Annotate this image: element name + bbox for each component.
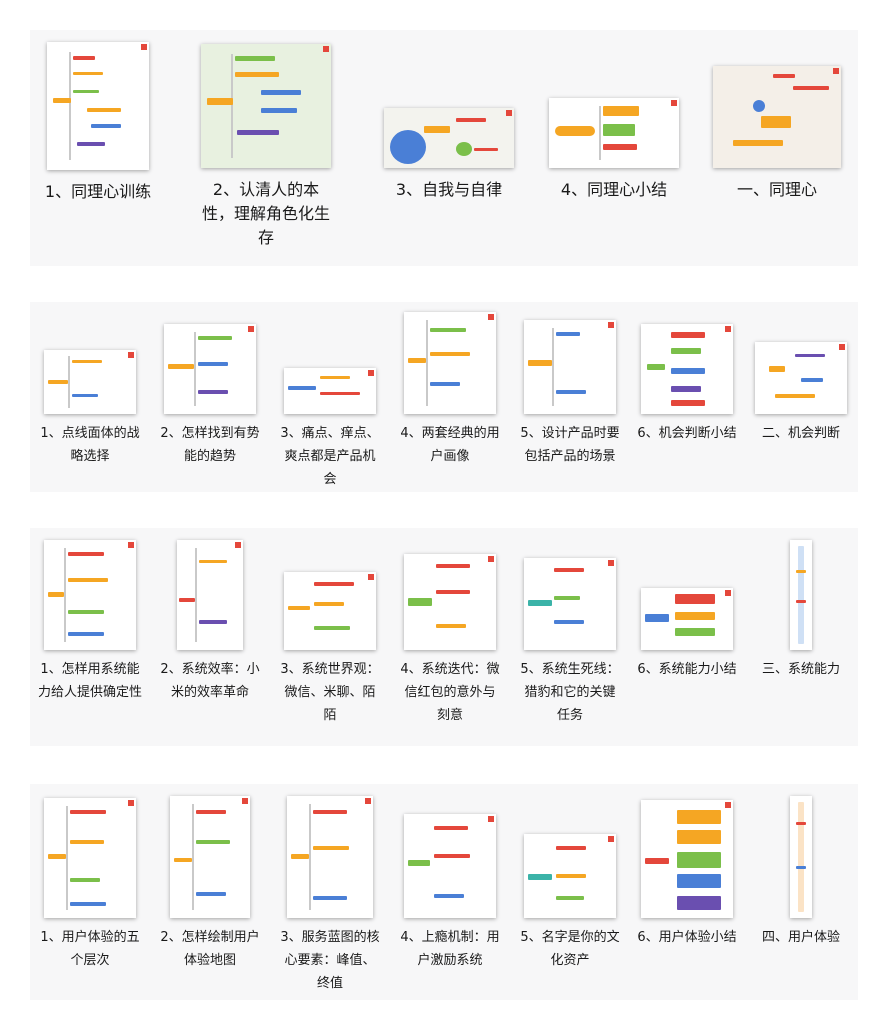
mindmap-thumbnail[interactable] [44,540,136,650]
file-label: 二、机会判断 [761,426,840,441]
mindmap-thumbnail[interactable] [790,796,812,918]
file-label: 三、系统能力 [761,662,840,677]
mindmap-thumbnail[interactable] [641,588,733,650]
file-label: 1、怎样用系统能力给人提供确定性 [38,662,143,700]
file-label: 2、怎样绘制用户体验地图 [160,930,260,968]
file-label: 1、用户体验的五个层次 [40,930,140,968]
file-item[interactable]: 2、认清人的本性，理解角色化生存 [166,44,366,250]
mindmap-thumbnail[interactable] [287,796,373,918]
file-item[interactable]: 5、名字是你的文化资产 [510,834,630,972]
file-item[interactable]: 二、机会判断 [744,342,858,445]
file-label: 4、两套经典的用户画像 [400,426,500,464]
mindmap-thumbnail[interactable] [44,798,136,918]
file-label: 6、系统能力小结 [637,662,737,677]
mindmap-thumbnail[interactable] [201,44,331,168]
mindmap-thumbnail[interactable] [177,540,243,650]
mindmap-thumbnail[interactable] [524,558,616,650]
mindmap-thumbnail[interactable] [404,814,496,918]
file-item[interactable]: 6、机会判断小结 [630,324,744,445]
file-label: 4、同理心小结 [560,180,668,199]
file-label: 1、同理心训练 [44,182,152,201]
file-label: 4、系统迭代：微信红包的意外与刻意 [400,662,500,723]
file-item[interactable]: 5、系统生死线：猎豹和它的关键任务 [510,558,630,727]
file-label: 3、自我与自律 [395,180,503,199]
file-item[interactable]: 6、用户体验小结 [630,800,744,949]
file-item[interactable]: 4、两套经典的用户画像 [390,312,510,468]
file-item[interactable]: 1、怎样用系统能力给人提供确定性 [30,540,150,704]
file-label: 3、服务蓝图的核心要素：峰值、终值 [280,930,380,991]
file-label: 四、用户体验 [761,930,840,945]
file-item[interactable]: 1、点线面体的战略选择 [30,350,150,468]
file-label: 6、用户体验小结 [637,930,737,945]
section-ux: 1、用户体验的五个层次 2、怎样绘制用户体验地图 3、服务蓝图的核心要素：峰值、… [30,784,858,1000]
file-item[interactable]: 4、上瘾机制：用户激励系统 [390,814,510,972]
file-item[interactable]: 三、系统能力 [744,540,858,681]
section-system: 1、怎样用系统能力给人提供确定性 2、系统效率：小米的效率革命 3、系统世界观：… [30,528,858,746]
file-label: 一、同理心 [736,180,817,199]
file-label: 3、系统世界观：微信、米聊、陌陌 [280,662,380,723]
file-item[interactable]: 4、系统迭代：微信红包的意外与刻意 [390,554,510,727]
file-item[interactable]: 5、设计产品时要包括产品的场景 [510,320,630,468]
mindmap-thumbnail[interactable] [284,368,376,414]
mindmap-thumbnail[interactable] [404,554,496,650]
mindmap-thumbnail[interactable] [44,350,136,414]
file-item[interactable]: 3、服务蓝图的核心要素：峰值、终值 [270,796,390,995]
mindmap-thumbnail[interactable] [641,324,733,414]
file-item[interactable]: 2、系统效率：小米的效率革命 [150,540,270,704]
file-item[interactable]: 4、同理心小结 [532,98,696,202]
file-label: 3、痛点、痒点、爽点都是产品机会 [280,426,380,487]
file-item[interactable]: 3、系统世界观：微信、米聊、陌陌 [270,572,390,727]
file-label: 2、系统效率：小米的效率革命 [160,662,260,700]
mindmap-thumbnail[interactable] [384,108,514,168]
mindmap-thumbnail[interactable] [164,324,256,414]
mindmap-thumbnail[interactable] [47,42,149,170]
mindmap-thumbnail[interactable] [404,312,496,414]
section-empathy: 1、同理心训练 2、认清人的本性，理解角色化生存 3、自我与自律 [30,30,858,266]
mindmap-thumbnail[interactable] [755,342,847,414]
file-label: 2、怎样找到有势能的趋势 [160,426,260,464]
file-label: 1、点线面体的战略选择 [40,426,140,464]
mindmap-thumbnail[interactable] [790,540,812,650]
mindmap-thumbnail[interactable] [284,572,376,650]
file-item[interactable]: 四、用户体验 [744,796,858,949]
file-label: 2、认清人的本性，理解角色化生存 [201,180,330,247]
file-item[interactable]: 3、自我与自律 [366,108,532,202]
file-label: 5、名字是你的文化资产 [520,930,620,968]
file-label: 5、设计产品时要包括产品的场景 [520,426,620,464]
file-item[interactable]: 6、系统能力小结 [630,588,744,681]
section-opportunity: 1、点线面体的战略选择 2、怎样找到有势能的趋势 3、痛点、痒点、爽点都是产品机… [30,302,858,492]
file-label: 6、机会判断小结 [637,426,737,441]
file-label: 5、系统生死线：猎豹和它的关键任务 [520,662,620,723]
mindmap-thumbnail[interactable] [170,796,250,918]
file-item[interactable]: 2、怎样绘制用户体验地图 [150,796,270,972]
mindmap-thumbnail[interactable] [524,834,616,918]
mindmap-thumbnail[interactable] [641,800,733,918]
file-item[interactable]: 2、怎样找到有势能的趋势 [150,324,270,468]
file-label: 4、上瘾机制：用户激励系统 [400,930,500,968]
mindmap-thumbnail[interactable] [549,98,679,168]
file-item[interactable]: 3、痛点、痒点、爽点都是产品机会 [270,368,390,491]
mindmap-thumbnail[interactable] [713,66,841,168]
file-item[interactable]: 1、用户体验的五个层次 [30,798,150,972]
file-item[interactable]: 1、同理心训练 [30,42,166,204]
file-item[interactable]: 一、同理心 [696,66,858,202]
mindmap-thumbnail[interactable] [524,320,616,414]
